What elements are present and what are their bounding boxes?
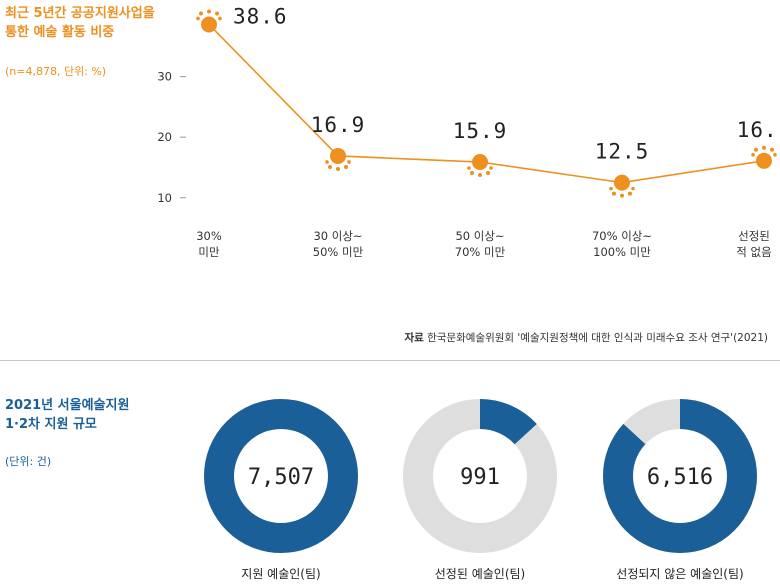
donut-chart: 6,516 선정되지 않은 예술인(팀) <box>603 399 757 581</box>
data-point-dot <box>215 11 219 16</box>
data-point <box>325 147 351 171</box>
data-point <box>196 9 222 33</box>
data-point <box>467 154 493 178</box>
line-chart-title-line-1: 최근 5년간 공공지원사업을 <box>5 6 155 21</box>
data-point-dot <box>478 173 482 178</box>
line-chart-title: 최근 5년간 공공지원사업을 통한 예술 활동 비중 <box>5 4 155 42</box>
donut-segment <box>204 399 358 553</box>
y-tick-label: 10 <box>157 191 172 205</box>
data-point-marker <box>201 16 217 33</box>
data-point-dot <box>328 164 332 169</box>
data-point-dot <box>196 16 200 21</box>
donut-segment <box>603 399 757 553</box>
data-point-dot <box>467 166 471 170</box>
donut-label: 지원 예술인(팀) <box>241 567 320 581</box>
data-point-marker <box>330 147 346 164</box>
x-tick-label-line: 70% 이상~ <box>592 229 652 243</box>
data-point <box>609 174 635 198</box>
data-point-marker <box>756 152 772 169</box>
x-tick-label: 50 이상~ 70% 미만 <box>455 229 506 259</box>
donut-hole <box>235 430 327 522</box>
data-point-dot <box>631 186 635 191</box>
donut-center-value: 6,516 <box>647 465 713 490</box>
line-chart: 10 20 30 38.6 16.9 15.9 12.5 16.1 30% 미만 30 이상~ 50%… <box>157 4 780 259</box>
data-point-dot <box>620 193 624 198</box>
data-point-dot <box>762 145 766 150</box>
y-tick-label: 20 <box>157 130 172 144</box>
data-label: 16.9 <box>311 113 366 137</box>
source-label: 자료 <box>404 332 424 344</box>
data-point-dot <box>207 9 211 14</box>
x-tick-label-line: 30 이상~ <box>313 229 362 243</box>
donut-hole <box>634 430 726 522</box>
data-point-dot <box>773 153 777 157</box>
data-point-dot <box>199 11 203 16</box>
data-label: 15.9 <box>453 119 508 143</box>
y-tick-label: 30 <box>157 70 172 84</box>
data-label: 12.5 <box>595 140 650 164</box>
data-point-dot <box>218 16 222 21</box>
x-tick-label-line: 선정된 <box>738 229 770 243</box>
donut-section-title-line-2: 1·2차 지원 규모 <box>5 417 97 432</box>
donut-section-title-line-1: 2021년 서울예술지원 <box>5 398 130 413</box>
donut-segment <box>403 399 557 553</box>
data-point-dot <box>344 164 348 169</box>
data-point-dot <box>612 191 616 196</box>
x-tick-label: 30% 미만 <box>196 229 222 259</box>
section-divider <box>0 360 780 361</box>
donut-center-value: 7,507 <box>248 465 314 490</box>
donut-chart: 7,507 지원 예술인(팀) <box>204 399 358 581</box>
data-point-dot <box>486 171 490 176</box>
x-tick-label: 30 이상~ 50% 미만 <box>313 229 364 259</box>
data-point-dot <box>470 171 474 176</box>
x-tick-label-line: 미만 <box>198 245 220 259</box>
data-label: 16.1 <box>737 118 780 142</box>
x-tick-label-line: 70% 미만 <box>455 245 506 259</box>
data-point-dot <box>325 160 329 164</box>
x-tick-label-line: 적 없음 <box>736 245 771 259</box>
donut-section-unit-note: (단위: 건) <box>5 455 52 468</box>
data-point-dot <box>770 147 774 152</box>
source-note: 자료 한국문화예술위원회 '예술지원정책에 대한 인식과 미래수요 조사 연구'… <box>404 330 768 345</box>
data-point-dot <box>751 153 755 157</box>
data-point-dot <box>489 166 493 170</box>
donut-center-value: 991 <box>460 465 500 490</box>
data-point-dot <box>347 160 351 164</box>
source-text: 한국문화예술위원회 '예술지원정책에 대한 인식과 미래수요 조사 연구'(20… <box>423 332 768 344</box>
line-chart-unit-note: (n=4,878, 단위: %) <box>5 65 107 78</box>
data-label: 38.6 <box>233 4 288 28</box>
data-point <box>751 145 777 169</box>
donut-hole <box>434 430 526 522</box>
x-tick-label-line: 50% 미만 <box>313 245 364 259</box>
x-tick-label: 70% 이상~ 100% 미만 <box>592 229 652 259</box>
donut-label: 선정된 예술인(팀) <box>435 567 525 581</box>
x-tick-label-line: 30% <box>196 229 222 243</box>
data-point-marker <box>614 174 630 191</box>
data-point-dot <box>628 191 632 196</box>
x-tick-label-line: 100% 미만 <box>593 245 651 259</box>
data-point-dot <box>336 166 340 171</box>
data-point-dot <box>754 147 758 152</box>
donut-section-title: 2021년 서울예술지원 1·2차 지원 규모 <box>5 396 129 434</box>
data-point-marker <box>472 154 488 171</box>
donut-label: 선정되지 않은 예술인(팀) <box>616 567 743 581</box>
donut-chart: 991 선정된 예술인(팀) <box>403 399 557 581</box>
line-chart-title-line-2: 통한 예술 활동 비중 <box>5 25 115 40</box>
x-tick-label-line: 50 이상~ <box>455 229 504 243</box>
data-point-dot <box>609 186 613 191</box>
